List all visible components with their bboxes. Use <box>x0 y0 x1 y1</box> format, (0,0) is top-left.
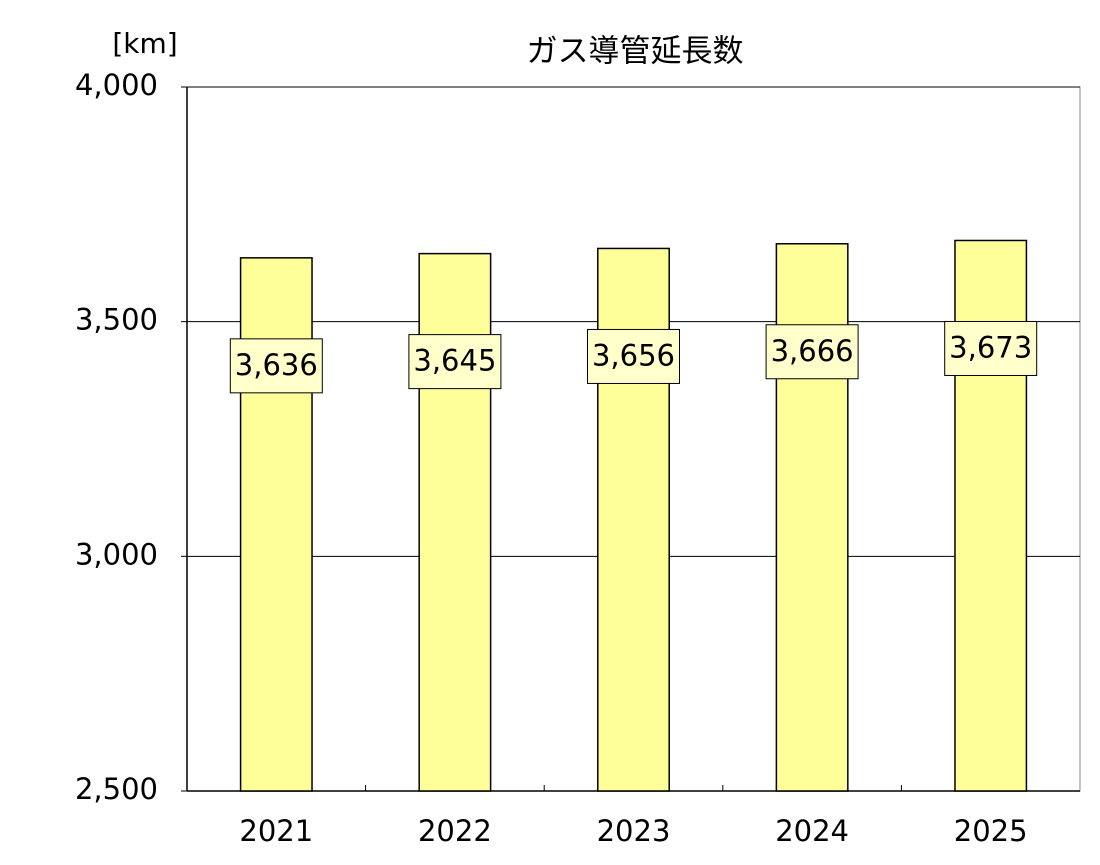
y-tick-label: 2,500 <box>75 772 158 806</box>
data-label: 3,666 <box>771 334 854 368</box>
data-label: 3,673 <box>949 330 1032 364</box>
data-label-box <box>229 338 323 394</box>
data-label-box <box>944 320 1038 376</box>
data-label: 3,636 <box>235 348 318 382</box>
data-label-box <box>408 334 502 390</box>
x-tick-label: 2025 <box>954 814 1028 848</box>
data-label-box <box>587 328 680 384</box>
y-tick-label: 3,500 <box>75 303 158 337</box>
chart-title: ガス導管延長数 <box>527 34 744 70</box>
x-tick-label: 2024 <box>775 814 849 848</box>
data-label: 3,645 <box>413 344 496 378</box>
y-axis-label: [km] <box>112 27 177 60</box>
data-label: 3,656 <box>592 338 675 372</box>
bar <box>239 257 313 792</box>
x-tick-label: 2023 <box>597 814 671 848</box>
x-tick-label: 2021 <box>239 814 313 848</box>
y-tick-label: 3,000 <box>75 537 158 571</box>
x-tick-label: 2022 <box>418 814 492 848</box>
y-tick-label: 4,000 <box>75 68 158 102</box>
data-label-box <box>765 324 859 380</box>
